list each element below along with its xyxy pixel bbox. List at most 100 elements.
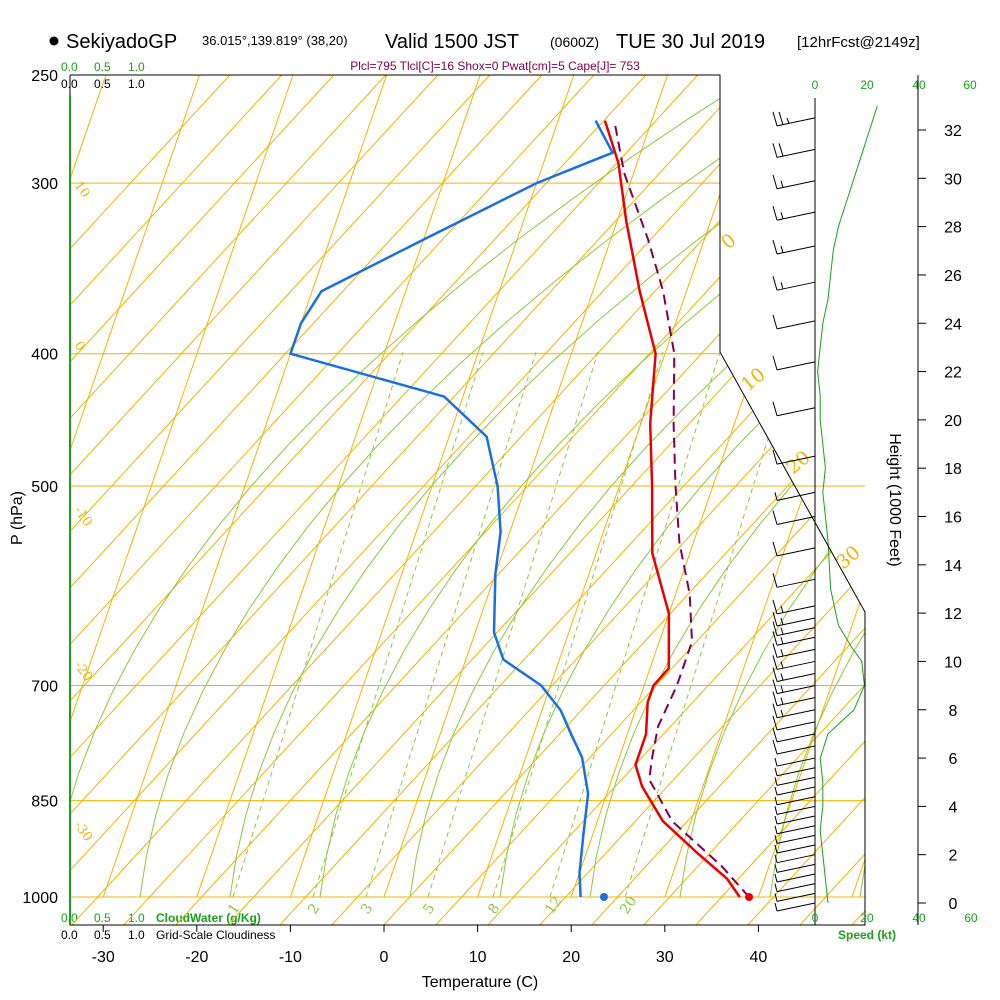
wind-barb <box>772 643 816 658</box>
wind-barb <box>772 727 816 743</box>
wind-barb-feather <box>772 276 778 291</box>
wind-barb-feather <box>778 143 784 157</box>
wind-barb <box>772 174 816 190</box>
cloudiness-tick: 0.5 <box>94 928 111 942</box>
cloudwater-tick: 0.5 <box>94 911 111 925</box>
wind-barb-staff <box>776 721 816 731</box>
wind-barb <box>772 679 816 695</box>
isotherm-label: -20 <box>71 659 95 685</box>
wind-barb-half-feather <box>774 873 778 883</box>
wind-barb-feather <box>772 449 778 465</box>
temp-tick-label: 0 <box>380 949 389 966</box>
wind-barb <box>772 691 816 707</box>
wind-barb-half-feather <box>774 815 778 825</box>
dry-adiabat-line <box>641 75 865 925</box>
dry-adiabat-line <box>70 75 491 925</box>
dry-adiabat-line <box>70 75 595 925</box>
dry-adiabat-line <box>70 75 699 925</box>
pressure-tick-label: 700 <box>31 679 58 696</box>
wind-barb-staff <box>776 873 816 883</box>
height-tick-label: 0 <box>949 896 958 913</box>
wind-barb-feather <box>772 174 778 189</box>
wind-barb-half-feather <box>774 757 778 767</box>
dry-adiabat-line <box>225 75 865 925</box>
height-tick-label: 14 <box>944 558 962 575</box>
dry-adiabat-line <box>693 75 865 925</box>
mixing-ratio-line <box>427 351 599 898</box>
temp-tick-label: 40 <box>750 949 768 966</box>
cloudiness-tick: 1.0 <box>128 77 145 91</box>
valid-utc: (0600Z) <box>550 34 599 50</box>
temp-tick-label: 20 <box>562 949 580 966</box>
wind-barb-staff <box>776 854 816 864</box>
dry-adiabat-line <box>745 75 865 925</box>
speed-tick-label: 40 <box>912 911 926 925</box>
height-tick-label: 2 <box>949 848 958 865</box>
moist-adiabat-line <box>950 75 1000 897</box>
wind-barb-half-feather <box>780 211 784 220</box>
isotherm-line <box>70 75 200 898</box>
isotherm-label: 30 <box>832 541 865 573</box>
cloudwater-tick: 1.0 <box>128 911 145 925</box>
wind-barb-staff <box>776 491 816 501</box>
cloud-scale-bottom: 0.0 0.5 1.0 CloudWater (g/Kg) 0.0 0.5 1.… <box>61 911 275 942</box>
wind-barb-feather <box>772 655 778 670</box>
speed-tick-label: 20 <box>860 911 874 925</box>
wind-barb-feather <box>772 643 778 658</box>
wind-barb <box>772 449 816 465</box>
dry-adiabat-line <box>70 75 543 925</box>
wind-barb <box>772 611 816 627</box>
dewpoint-profile-line <box>288 120 615 898</box>
wind-barb-feather <box>772 703 778 718</box>
dry-adiabat-line <box>329 75 865 925</box>
temp-tick-label: -30 <box>92 949 115 966</box>
wind-barb-staff <box>776 815 816 825</box>
header: SekiyadoGP 36.015°,139.819° (38,20) Vali… <box>49 31 920 73</box>
grid-layer: 1 2 3 5 8 12 202503004005007008501000100-10-20… <box>22 68 1000 925</box>
wind-barb-feather <box>772 541 778 557</box>
temp-tick-label: 10 <box>469 949 487 966</box>
height-tick-label: 8 <box>949 703 958 720</box>
isotherm-label: -30 <box>71 819 95 845</box>
wind-barb <box>774 815 816 825</box>
wind-barb-half-feather <box>774 893 778 902</box>
wind-barb <box>772 510 816 525</box>
wind-barb-feather <box>772 573 778 588</box>
wind-barb-feather <box>772 715 778 730</box>
cloudwater-tick: 0.0 <box>61 60 78 74</box>
dry-adiabat-line <box>70 75 231 925</box>
wind-barb-feather <box>772 679 778 694</box>
wind-barb-staff <box>776 892 816 902</box>
frame-layer: -30 -20 -10 0 10 20 30 400246810121416182022242… <box>69 74 978 966</box>
isotherm-label: 0 <box>717 229 740 254</box>
wind-barb-staff <box>776 805 816 815</box>
mixing-ratio-label: 2 <box>305 901 323 917</box>
height-tick-label: 4 <box>949 799 958 816</box>
pressure-tick-label: 500 <box>31 479 58 496</box>
wind-barb-feather <box>778 111 784 125</box>
mixing-ratio-line <box>232 351 404 898</box>
wind-barb-half-feather <box>774 767 778 776</box>
wind-barb-half-feather <box>780 685 784 693</box>
wind-barb <box>772 205 816 221</box>
speed-top-tick: 0 <box>812 78 819 92</box>
wind-barb-feather <box>772 401 778 416</box>
wind-barb <box>774 883 816 893</box>
wind-barb-half-feather <box>780 697 784 705</box>
wind-barb-half-feather <box>774 796 778 805</box>
wind-barb-feather <box>772 631 778 646</box>
dry-adiabat-line <box>70 75 647 925</box>
speed-tick-label: 60 <box>964 911 978 925</box>
speed-top-tick: 40 <box>912 78 926 92</box>
temperature-surface-point <box>745 893 754 901</box>
mixing-ratio-line <box>312 351 484 898</box>
wind-barb-staff <box>776 578 816 588</box>
wind-barb-feather <box>772 621 778 636</box>
isotherm-line <box>946 75 1000 897</box>
wind-barb-half-feather <box>774 492 778 501</box>
wind-barb <box>772 314 816 330</box>
wind-speed-profile-line <box>817 105 878 904</box>
dry-adiabat-line <box>381 75 865 925</box>
height-tick-label: 28 <box>944 220 962 237</box>
